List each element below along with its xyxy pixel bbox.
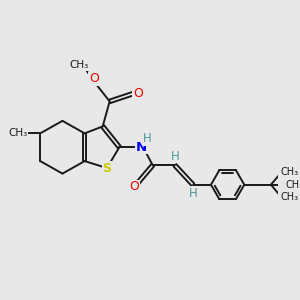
Text: O: O: [89, 72, 99, 85]
Text: CH₃: CH₃: [281, 192, 299, 202]
Text: O: O: [130, 180, 140, 193]
Text: CH₃: CH₃: [8, 128, 28, 138]
Text: H: H: [171, 150, 180, 163]
Text: CH₃: CH₃: [70, 60, 89, 70]
Text: S: S: [102, 161, 111, 175]
Text: H: H: [143, 132, 152, 146]
Text: H: H: [189, 187, 197, 200]
Text: CH₃: CH₃: [281, 167, 299, 177]
Text: O: O: [133, 87, 143, 100]
Text: N: N: [136, 141, 147, 154]
Text: CH₃: CH₃: [286, 180, 300, 190]
